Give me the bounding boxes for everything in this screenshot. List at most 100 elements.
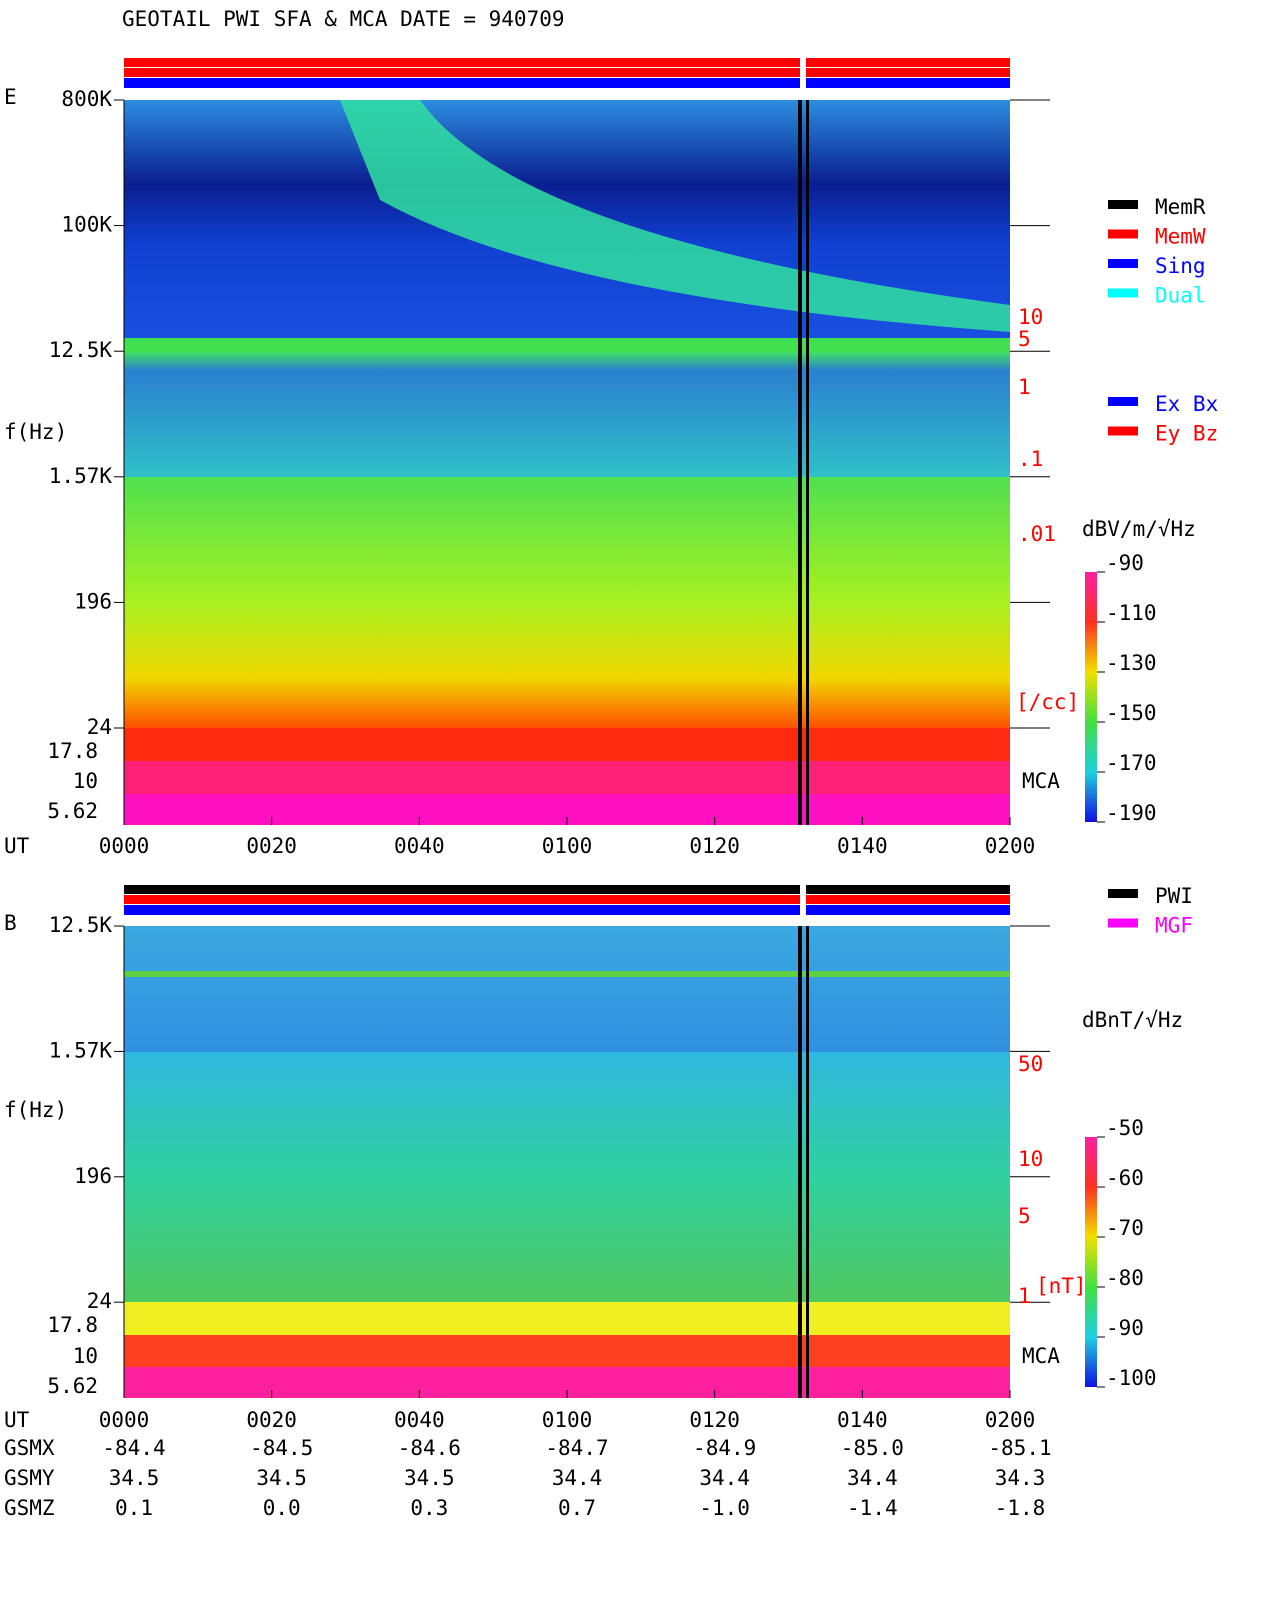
- y-tick-label: 196: [74, 589, 112, 613]
- orbit-value: 0.3: [410, 1496, 448, 1520]
- y-axis-label: f(Hz): [4, 420, 67, 444]
- colorbar-tick-label: -190: [1106, 801, 1157, 825]
- mca-tick-label: 5.62: [47, 799, 98, 823]
- x-tick-label: 0000: [99, 1408, 150, 1432]
- orbit-row-label: GSMX: [4, 1436, 55, 1460]
- y-tick-label: 24: [87, 715, 112, 739]
- x-tick-label: 0200: [985, 1408, 1036, 1432]
- orbit-value: -1.0: [699, 1496, 750, 1520]
- orbit-row-label: GSMY: [4, 1466, 55, 1490]
- orbit-value: 0.1: [115, 1496, 153, 1520]
- y-tick-label: 1.57K: [49, 464, 113, 488]
- orbit-value: -84.9: [693, 1436, 756, 1460]
- x-tick-label: 0020: [246, 1408, 297, 1432]
- mca-tick-label: 17.8: [47, 1313, 98, 1337]
- panel-label: B: [4, 911, 17, 935]
- legend-swatch: [1108, 229, 1138, 239]
- legend-swatch: [1108, 918, 1138, 928]
- orbit-value: -84.4: [102, 1436, 165, 1460]
- legend-swatch: [1108, 288, 1138, 298]
- x-tick-label: 0040: [394, 1408, 445, 1432]
- density-tick-label: 50: [1018, 1052, 1043, 1076]
- y-tick-label: 100K: [61, 213, 112, 237]
- legend-swatch: [1108, 426, 1138, 436]
- mca-tick-label: 17.8: [47, 739, 98, 763]
- y-tick-label: 196: [74, 1164, 112, 1188]
- colorbar-tick-label: -100: [1106, 1366, 1157, 1390]
- legend-entry: Ex Bx: [1155, 392, 1218, 416]
- orbit-value: 0.0: [263, 1496, 301, 1520]
- colorbar-tick-label: -80: [1106, 1266, 1144, 1290]
- mca-tick-label: 10: [73, 1344, 98, 1368]
- colorbar: [1085, 1137, 1097, 1387]
- legend-swatch: [1108, 200, 1138, 209]
- colorbar-tick-label: -70: [1106, 1216, 1144, 1240]
- legend-entry: Dual: [1155, 284, 1206, 308]
- x-tick-label: 0040: [394, 834, 445, 858]
- x-tick-label: 0100: [542, 1408, 593, 1432]
- b-spectrogram: [124, 885, 1010, 1398]
- legend-entry: Sing: [1155, 254, 1206, 278]
- orbit-value: 34.3: [995, 1466, 1046, 1490]
- mca-label: MCA: [1022, 769, 1060, 793]
- orbit-value: 34.5: [109, 1466, 160, 1490]
- colorbar-tick-label: -130: [1106, 651, 1157, 675]
- y-tick-label: 12.5K: [49, 338, 113, 362]
- title: GEOTAIL PWI SFA & MCA DATE = 940709: [122, 7, 565, 31]
- density-tick-label: .01: [1018, 522, 1056, 546]
- x-tick-label: 0120: [689, 834, 740, 858]
- legend-swatch: [1108, 397, 1138, 406]
- legend-entry: MGF: [1155, 914, 1193, 938]
- colorbar-title: dBV/m/√Hz: [1082, 517, 1196, 541]
- orbit-value: -84.6: [398, 1436, 461, 1460]
- colorbar-tick-label: -90: [1106, 1316, 1144, 1340]
- density-tick-label: 1: [1018, 375, 1031, 399]
- x-tick-label: 0000: [99, 834, 150, 858]
- orbit-value: -1.4: [847, 1496, 898, 1520]
- mca-label: MCA: [1022, 1344, 1060, 1368]
- x-tick-label: 0140: [837, 1408, 888, 1432]
- orbit-value: -85.1: [988, 1436, 1051, 1460]
- y-tick-label: 1.57K: [49, 1038, 113, 1062]
- y-tick-label: 12.5K: [49, 913, 113, 937]
- x-axis-label: UT: [4, 834, 30, 858]
- density-tick-label: 10: [1018, 1147, 1043, 1171]
- x-tick-label: 0200: [985, 834, 1036, 858]
- density-tick-label: 5: [1018, 1204, 1031, 1228]
- orbit-value: 34.5: [256, 1466, 307, 1490]
- colorbar: [1085, 572, 1097, 822]
- colorbar-tick-label: -110: [1106, 601, 1157, 625]
- density-unit: [/cc]: [1016, 690, 1079, 714]
- orbit-value: -85.0: [841, 1436, 904, 1460]
- orbit-value: 34.4: [847, 1466, 898, 1490]
- legend-swatch: [1108, 259, 1138, 268]
- y-axis-label: f(Hz): [4, 1098, 67, 1122]
- mca-tick-label: 5.62: [47, 1374, 98, 1398]
- legend-entry: MemW: [1155, 225, 1206, 249]
- orbit-value: 0.7: [558, 1496, 596, 1520]
- orbit-value: 34.5: [404, 1466, 455, 1490]
- orbit-value: -1.8: [995, 1496, 1046, 1520]
- density-tick-label: 1: [1018, 1284, 1031, 1308]
- e-spectrogram: [124, 58, 1010, 825]
- density-tick-label: 5: [1018, 327, 1031, 351]
- legend-swatch: [1108, 889, 1138, 898]
- legend-entry: Ey Bz: [1155, 422, 1218, 446]
- orbit-row-label: GSMZ: [4, 1496, 55, 1520]
- y-tick-label: 800K: [61, 87, 112, 111]
- legend-entry: PWI: [1155, 884, 1193, 908]
- colorbar-tick-label: -50: [1106, 1116, 1144, 1140]
- density-tick-label: .1: [1018, 447, 1043, 471]
- colorbar-tick-label: -150: [1106, 701, 1157, 725]
- density-tick-label: 10: [1018, 305, 1043, 329]
- x-tick-label: 0100: [542, 834, 593, 858]
- x-tick-label: 0140: [837, 834, 888, 858]
- x-tick-label: 0020: [246, 834, 297, 858]
- x-axis-label: UT: [4, 1408, 30, 1432]
- mca-tick-label: 10: [73, 769, 98, 793]
- panel-label: E: [4, 85, 17, 109]
- x-tick-label: 0120: [689, 1408, 740, 1432]
- orbit-value: -84.7: [545, 1436, 608, 1460]
